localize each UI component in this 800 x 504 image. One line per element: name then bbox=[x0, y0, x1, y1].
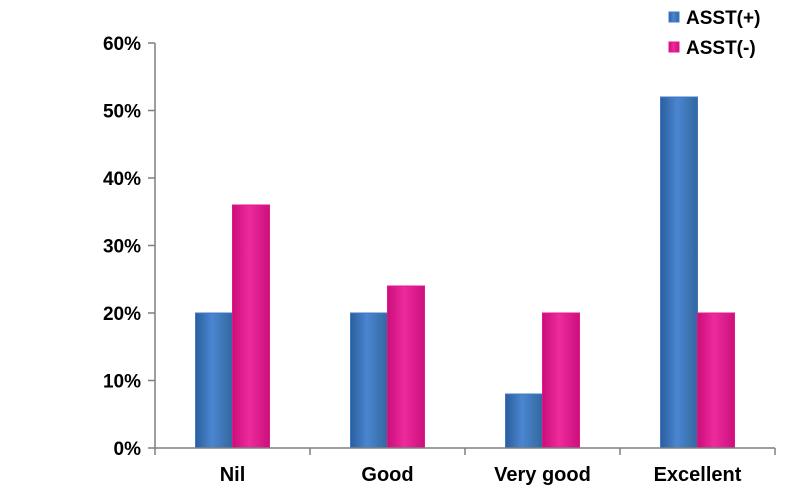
y-axis: 0% 10% 20% 30% 40% 50% 60% bbox=[103, 34, 156, 460]
x-axis: Nil Good Very good Excellent bbox=[154, 447, 776, 486]
y-tick-label: 20% bbox=[103, 304, 141, 325]
legend-label: ASST(-) bbox=[686, 38, 756, 59]
legend-swatch bbox=[668, 41, 680, 53]
bar-asst-minus-good bbox=[387, 285, 425, 449]
bar-asst-minus-excellent bbox=[697, 312, 735, 449]
y-tick-label: 30% bbox=[103, 237, 141, 258]
bar-asst-plus-excellent bbox=[660, 96, 698, 449]
bar-asst-plus-very-good bbox=[505, 393, 543, 449]
x-tick-label: Good bbox=[361, 464, 413, 486]
y-tick-label: 10% bbox=[103, 372, 141, 393]
x-tick-label: Very good bbox=[494, 464, 591, 486]
legend-swatch bbox=[668, 11, 680, 23]
y-tick-label: 50% bbox=[103, 102, 141, 123]
x-tick-label: Excellent bbox=[654, 464, 742, 486]
y-tick-label: 40% bbox=[103, 169, 141, 190]
bars bbox=[195, 96, 735, 449]
bar-asst-plus-nil bbox=[195, 312, 233, 449]
legend-label: ASST(+) bbox=[686, 8, 760, 29]
legend: ASST(+) ASST(-) bbox=[668, 8, 760, 59]
bar-asst-minus-nil bbox=[232, 204, 270, 449]
x-tick-label: Nil bbox=[220, 464, 246, 486]
bar-asst-plus-good bbox=[350, 312, 388, 449]
bar-asst-minus-very-good bbox=[542, 312, 580, 449]
y-tick-label: 60% bbox=[103, 34, 141, 55]
y-tick-label: 0% bbox=[114, 439, 142, 460]
